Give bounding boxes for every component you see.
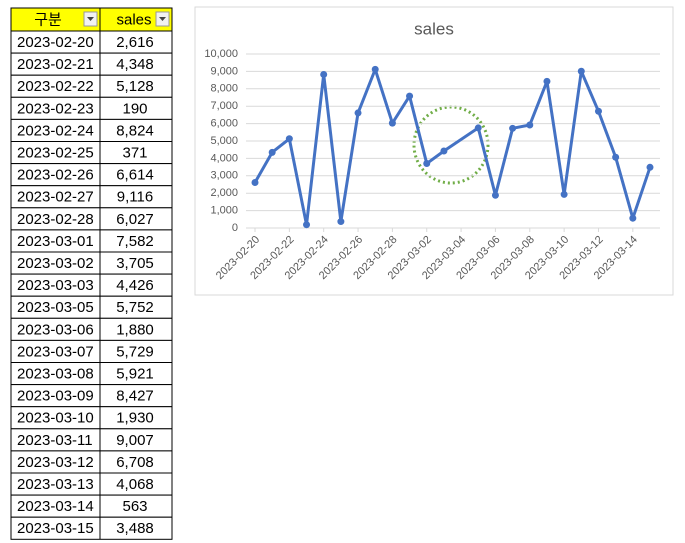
highlight-circle — [412, 105, 490, 185]
y-tick-label: 8,000 — [210, 83, 238, 95]
date-cell: 2023-02-22 — [17, 78, 94, 95]
value-cell: 6,614 — [116, 167, 154, 184]
value-cell: 9,116 — [117, 189, 153, 206]
y-tick-label: 7,000 — [210, 100, 238, 112]
date-cell: 2023-03-14 — [17, 498, 94, 515]
point — [303, 221, 311, 229]
value-cell: 4,426 — [116, 277, 154, 294]
value-cell: 371 — [122, 145, 147, 162]
point — [251, 178, 259, 186]
date-cell: 2023-02-27 — [17, 189, 94, 206]
point — [629, 214, 637, 222]
y-tick-label: 0 — [232, 222, 238, 234]
value-cell: 5,921 — [116, 366, 154, 383]
point — [474, 124, 482, 132]
point — [268, 148, 276, 156]
date-cell: 2023-03-03 — [17, 277, 94, 294]
y-tick-label: 3,000 — [210, 170, 238, 182]
value-cell: 9,007 — [116, 432, 154, 449]
point — [560, 190, 568, 198]
value-cell: 6,708 — [116, 454, 154, 471]
date-cell: 2023-02-23 — [17, 100, 94, 117]
y-tick-label: 10,000 — [204, 48, 238, 60]
value-cell: 5,128 — [116, 78, 154, 95]
date-cell: 2023-02-26 — [17, 167, 94, 184]
date-cell: 2023-03-06 — [17, 321, 94, 338]
date-cell: 2023-02-21 — [17, 56, 94, 73]
point — [388, 119, 396, 127]
y-tick-label: 9,000 — [210, 65, 238, 77]
date-cell: 2023-02-20 — [17, 34, 94, 51]
value-cell: 190 — [122, 100, 147, 117]
point — [440, 147, 448, 155]
point — [612, 153, 620, 161]
filter-icon — [159, 17, 166, 21]
chart: sales 0 1,000 2,000 3,000 4,000 5,000 6,000 7,0… — [194, 6, 674, 296]
value-cell: 4,068 — [116, 476, 154, 493]
table: 구분 sales 2023-02-20 2,616 2023-02-21 4,348 202… — [10, 7, 173, 540]
y-tick-label: 2,000 — [210, 187, 238, 199]
y-tick-label: 6,000 — [210, 118, 238, 130]
date-cell: 2023-02-25 — [17, 145, 94, 162]
chart-title: sales — [414, 19, 454, 38]
point — [320, 70, 328, 78]
date-cell: 2023-02-28 — [17, 211, 94, 228]
value-cell: 563 — [122, 498, 147, 515]
date-cell: 2023-03-12 — [17, 454, 94, 471]
date-cell: 2023-03-11 — [17, 432, 93, 449]
point — [509, 124, 517, 132]
value-cell: 7,582 — [116, 233, 154, 250]
value-cell: 4,348 — [116, 56, 154, 73]
point — [543, 77, 551, 85]
date-cell: 2023-03-09 — [17, 388, 94, 405]
row — [10, 516, 173, 540]
date-cell: 2023-03-10 — [17, 410, 94, 427]
point — [285, 135, 293, 143]
date-cell: 2023-03-08 — [17, 366, 94, 383]
date-cell: 2023-03-02 — [17, 255, 94, 272]
point — [526, 121, 534, 129]
value-cell: 2,616 — [116, 34, 154, 51]
date-cell: 2023-03-05 — [17, 299, 94, 316]
header-cell: 구분 — [34, 11, 62, 28]
point — [577, 67, 585, 75]
value-cell: 5,729 — [116, 343, 154, 360]
point — [594, 107, 602, 115]
point — [371, 65, 379, 73]
filter-icon — [87, 17, 94, 21]
value-cell: 3,705 — [116, 255, 154, 272]
point — [423, 160, 431, 168]
date-cell: 2023-03-01 — [17, 233, 94, 250]
date-cell: 2023-03-13 — [17, 476, 94, 493]
value-cell: 5,752 — [116, 299, 154, 316]
header-cell: sales — [116, 11, 151, 28]
value-cell: 8,427 — [116, 388, 154, 405]
value-cell: 6,027 — [116, 211, 154, 228]
value-cell: 1,930 — [116, 410, 154, 427]
y-tick-label: 1,000 — [210, 205, 238, 217]
point — [337, 218, 345, 226]
chart-area — [194, 6, 674, 296]
value-cell: 1,880 — [116, 321, 154, 338]
y-tick-label: 5,000 — [210, 135, 238, 147]
point — [491, 191, 499, 199]
value-cell: 3,488 — [116, 520, 154, 537]
value-cell: 8,824 — [116, 122, 154, 139]
date-cell: 2023-02-24 — [17, 122, 94, 139]
point — [646, 163, 654, 171]
point — [406, 92, 414, 100]
date-cell: 2023-03-15 — [17, 520, 94, 537]
y-tick-label: 4,000 — [210, 152, 238, 164]
date-cell: 2023-03-07 — [17, 343, 94, 360]
point — [354, 109, 362, 117]
